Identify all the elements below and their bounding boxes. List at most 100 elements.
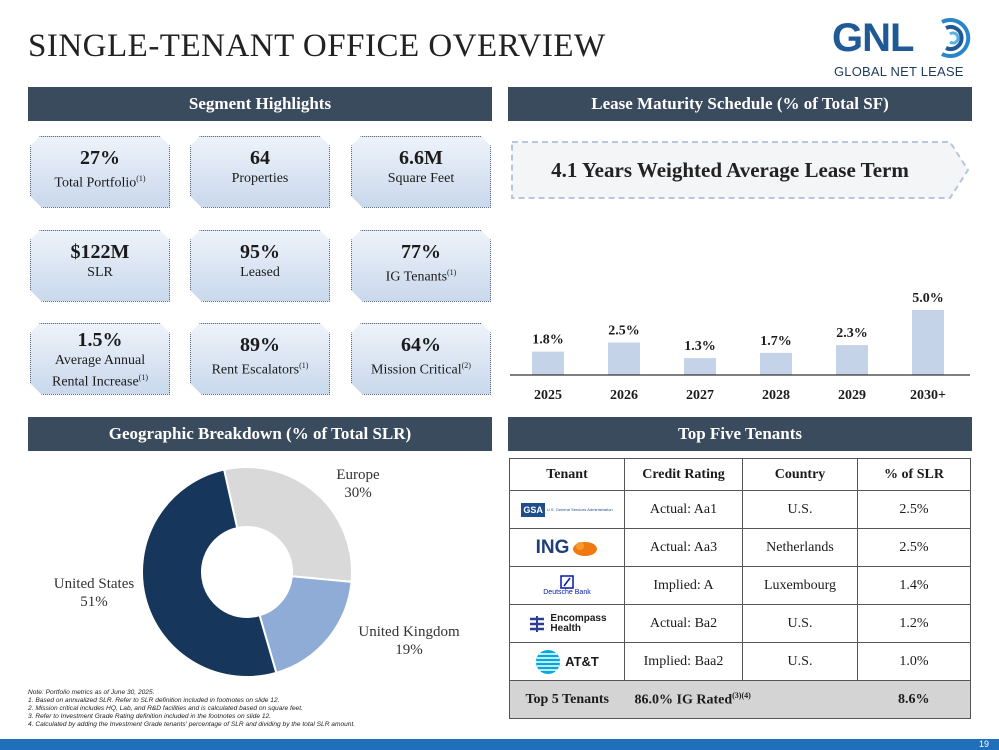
highlight-value: 77%: [401, 241, 441, 263]
logo-swirl-icon: [941, 18, 971, 58]
rating-cell: Implied: Baa2: [624, 642, 743, 681]
highlight-value: 1.5%: [77, 329, 123, 351]
bar-data-label: 1.8%: [532, 333, 564, 348]
footnotes: Note: Portfolio metrics as of June 30, 2…: [28, 689, 355, 729]
highlight-tile: $122M SLR: [30, 230, 170, 302]
page-title: SINGLE-TENANT OFFICE OVERVIEW: [28, 28, 606, 64]
segment-highlights-header: Segment Highlights: [28, 87, 492, 121]
table-row: GSA U.S. General Services Administration…: [509, 490, 971, 529]
gnl-logo: GNL GLOBAL NET LEASE: [830, 14, 980, 84]
footnote: 4. Calculated by adding the Investment G…: [28, 721, 356, 728]
tenant-logo-cell: ING: [509, 528, 625, 567]
footer-bar: 19: [0, 739, 999, 750]
highlight-label: Leased: [240, 265, 280, 280]
lease-maturity-chart: 1.8% 2025 2.5% 2026 1.3% 2027 1.7% 2028 2.3% 2029…: [510, 291, 970, 403]
geographic-donut-chart: [141, 466, 353, 678]
country-cell: U.S.: [742, 642, 858, 681]
tenant-logo-cell: AT&T: [509, 642, 625, 681]
footnote: 3. Refer to Investment Grade Rating defi…: [28, 713, 272, 720]
highlight-tile: 64 Properties: [190, 136, 330, 208]
encompass-icon: [530, 615, 545, 632]
highlight-value: 64: [250, 147, 270, 169]
country-cell: U.S.: [742, 490, 858, 529]
highlight-label: Rent Escalators(1): [211, 361, 309, 378]
wale-callout: 4.1 Years Weighted Average Lease Term: [510, 140, 972, 200]
highlight-value: 89%: [240, 334, 280, 356]
logo-text: GNL: [832, 16, 914, 60]
col-header: Tenant: [509, 458, 625, 491]
rating-cell: Actual: Aa1: [624, 490, 743, 529]
country-cell: Luxembourg: [742, 566, 858, 605]
att-logo: AT&T: [510, 643, 624, 680]
slr-cell: 2.5%: [857, 528, 971, 567]
highlight-label: Properties: [231, 171, 289, 186]
bar-data-label: 2.3%: [836, 326, 868, 341]
highlight-value: 27%: [80, 147, 120, 169]
top-tenants-header: Top Five Tenants: [508, 417, 972, 451]
rating-cell: Implied: A: [624, 566, 743, 605]
total-row: Top 5 Tenants 86.0% IG Rated(3)(4) 8.6%: [509, 680, 971, 719]
table-row: ING Actual: Aa3 Netherlands 2.5%: [509, 528, 971, 567]
bar-2029: [836, 345, 868, 375]
highlight-tile: 64% Mission Critical(2): [351, 323, 491, 395]
db-slash-icon: [560, 575, 574, 589]
bar-data-label: 1.3%: [684, 339, 716, 354]
encompass-health-logo: Encompass Health: [510, 605, 624, 642]
slr-cell: 1.2%: [857, 604, 971, 643]
highlight-label: SLR: [87, 265, 113, 280]
slr-cell: 1.0%: [857, 642, 971, 681]
x-tick-label: 2026: [610, 388, 638, 403]
footnote: 1. Based on annualized SLR. Refer to SLR…: [28, 697, 280, 704]
rating-cell: Actual: Aa3: [624, 528, 743, 567]
highlight-label: IG Tenants(1): [385, 268, 457, 285]
bar-2028: [760, 352, 792, 375]
footnote: 2. Mission critical includes HQ, Lab, an…: [28, 705, 303, 712]
tenants-table: Tenant Credit Rating Country % of SLR GS…: [509, 458, 971, 719]
tenant-logo-cell: GSA U.S. General Services Administration: [509, 490, 625, 529]
lease-maturity-header: Lease Maturity Schedule (% of Total SF): [508, 87, 972, 121]
country-cell: U.S.: [742, 604, 858, 643]
x-tick-label: 2025: [534, 388, 562, 403]
col-header: % of SLR: [857, 458, 971, 491]
slr-cell: 1.4%: [857, 566, 971, 605]
highlight-label: Mission Critical(2): [371, 361, 471, 378]
gsa-logo: GSA U.S. General Services Administration: [521, 502, 613, 517]
col-header: Country: [742, 458, 858, 491]
x-tick-label: 2030+: [910, 388, 946, 403]
bar-2026: [608, 342, 640, 375]
highlight-tile: 27% Total Portfolio(1): [30, 136, 170, 208]
bar-data-label: 5.0%: [912, 291, 944, 306]
pie-label-europe: Europe 30%: [336, 467, 380, 501]
total-label: Top 5 Tenants: [509, 680, 625, 719]
pie-label-us: United States 51%: [53, 576, 135, 610]
x-tick-label: 2029: [838, 388, 866, 403]
ing-logo: ING: [510, 529, 624, 566]
table-row: Encompass Health Actual: Ba2 U.S. 1.2%: [509, 604, 971, 643]
wale-arrow-shape: [511, 141, 970, 199]
pie-label-uk: United Kingdom 19%: [358, 624, 460, 658]
highlight-label: Average Annual Rental Increase(1): [51, 353, 148, 390]
highlight-label: Square Feet: [387, 171, 455, 186]
footnote: Note: Portfolio metrics as of June 30, 2…: [28, 689, 155, 696]
highlight-value: 64%: [401, 334, 441, 356]
highlight-tile: 95% Leased: [190, 230, 330, 302]
bar-2025: [532, 351, 564, 375]
total-slr: 8.6%: [857, 680, 971, 719]
deutsche-bank-logo: Deutsche Bank: [510, 567, 624, 604]
highlight-value: 6.6M: [399, 147, 443, 169]
geographic-breakdown-header: Geographic Breakdown (% of Total SLR): [28, 417, 492, 451]
slice-united-states: [141, 468, 278, 678]
lion-icon: [573, 541, 598, 556]
highlight-tile: 1.5% Average Annual Rental Increase(1): [30, 323, 170, 395]
highlight-value: 95%: [240, 241, 280, 263]
tenant-logo-cell: Deutsche Bank: [509, 566, 625, 605]
bar-2030+: [912, 310, 944, 375]
slice-europe: [222, 466, 353, 583]
table-header-row: Tenant Credit Rating Country % of SLR: [509, 458, 971, 491]
highlight-tile: 77% IG Tenants(1): [351, 230, 491, 302]
table-row: Deutsche Bank Implied: A Luxembourg 1.4%: [509, 566, 971, 605]
highlight-label: Total Portfolio(1): [54, 174, 146, 191]
x-tick-label: 2028: [762, 388, 790, 403]
bar-2027: [684, 358, 716, 375]
att-globe-icon: [536, 649, 561, 674]
